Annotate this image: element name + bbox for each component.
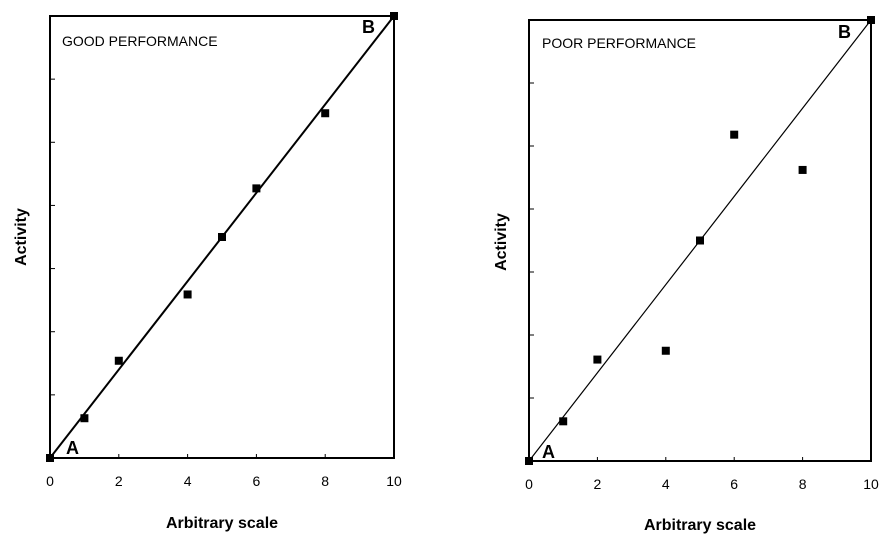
chart-poor-performance: POOR PERFORMANCE A B Arbitrary scale Act… xyxy=(493,16,879,534)
x-tick-label: 4 xyxy=(662,476,670,492)
data-points xyxy=(525,16,875,465)
x-axis-ticks: 0 2 4 6 8 10 xyxy=(46,454,402,489)
data-point xyxy=(593,355,602,364)
chart-good-performance: GOOD PERFORMANCE A B Arbitrary scale Act… xyxy=(13,12,402,532)
data-point xyxy=(80,414,89,423)
point-label-b: B xyxy=(362,17,375,37)
x-axis-title: Arbitrary scale xyxy=(644,517,756,534)
data-point xyxy=(798,165,807,174)
data-point xyxy=(559,417,568,426)
data-point xyxy=(183,290,192,299)
x-tick-label: 0 xyxy=(525,476,533,492)
x-tick-label: 8 xyxy=(321,473,329,489)
data-point xyxy=(525,457,533,465)
point-label-b: B xyxy=(838,22,851,42)
plot-frame xyxy=(528,19,872,462)
x-tick-label: 4 xyxy=(184,473,192,489)
x-tick-label: 0 xyxy=(46,473,54,489)
x-axis-title: Arbitrary scale xyxy=(166,515,278,532)
data-point xyxy=(218,233,226,241)
x-axis-ticks: 0 2 4 6 8 10 xyxy=(525,457,879,492)
data-point xyxy=(321,109,330,118)
data-point xyxy=(661,346,670,355)
data-point xyxy=(867,16,875,24)
point-label-a: A xyxy=(542,442,555,462)
data-point xyxy=(114,356,123,365)
data-point xyxy=(252,184,261,193)
x-tick-label: 10 xyxy=(863,476,879,492)
x-tick-label: 8 xyxy=(799,476,807,492)
y-axis-ticks xyxy=(50,78,55,459)
y-axis-title: Activity xyxy=(493,213,510,271)
plot-frame xyxy=(49,15,395,459)
data-point xyxy=(390,12,398,20)
chart-title: GOOD PERFORMANCE xyxy=(62,33,218,49)
data-point xyxy=(696,236,704,245)
data-point xyxy=(46,454,54,462)
x-tick-label: 6 xyxy=(730,476,738,492)
data-points xyxy=(46,12,398,462)
x-tick-label: 10 xyxy=(386,473,402,489)
chart-title: POOR PERFORMANCE xyxy=(542,35,696,51)
point-label-a: A xyxy=(66,438,79,458)
x-tick-label: 2 xyxy=(594,476,602,492)
data-point xyxy=(730,130,739,139)
y-axis-title: Activity xyxy=(13,208,30,266)
x-tick-label: 6 xyxy=(253,473,261,489)
y-axis-ticks xyxy=(529,82,534,462)
x-tick-label: 2 xyxy=(115,473,123,489)
